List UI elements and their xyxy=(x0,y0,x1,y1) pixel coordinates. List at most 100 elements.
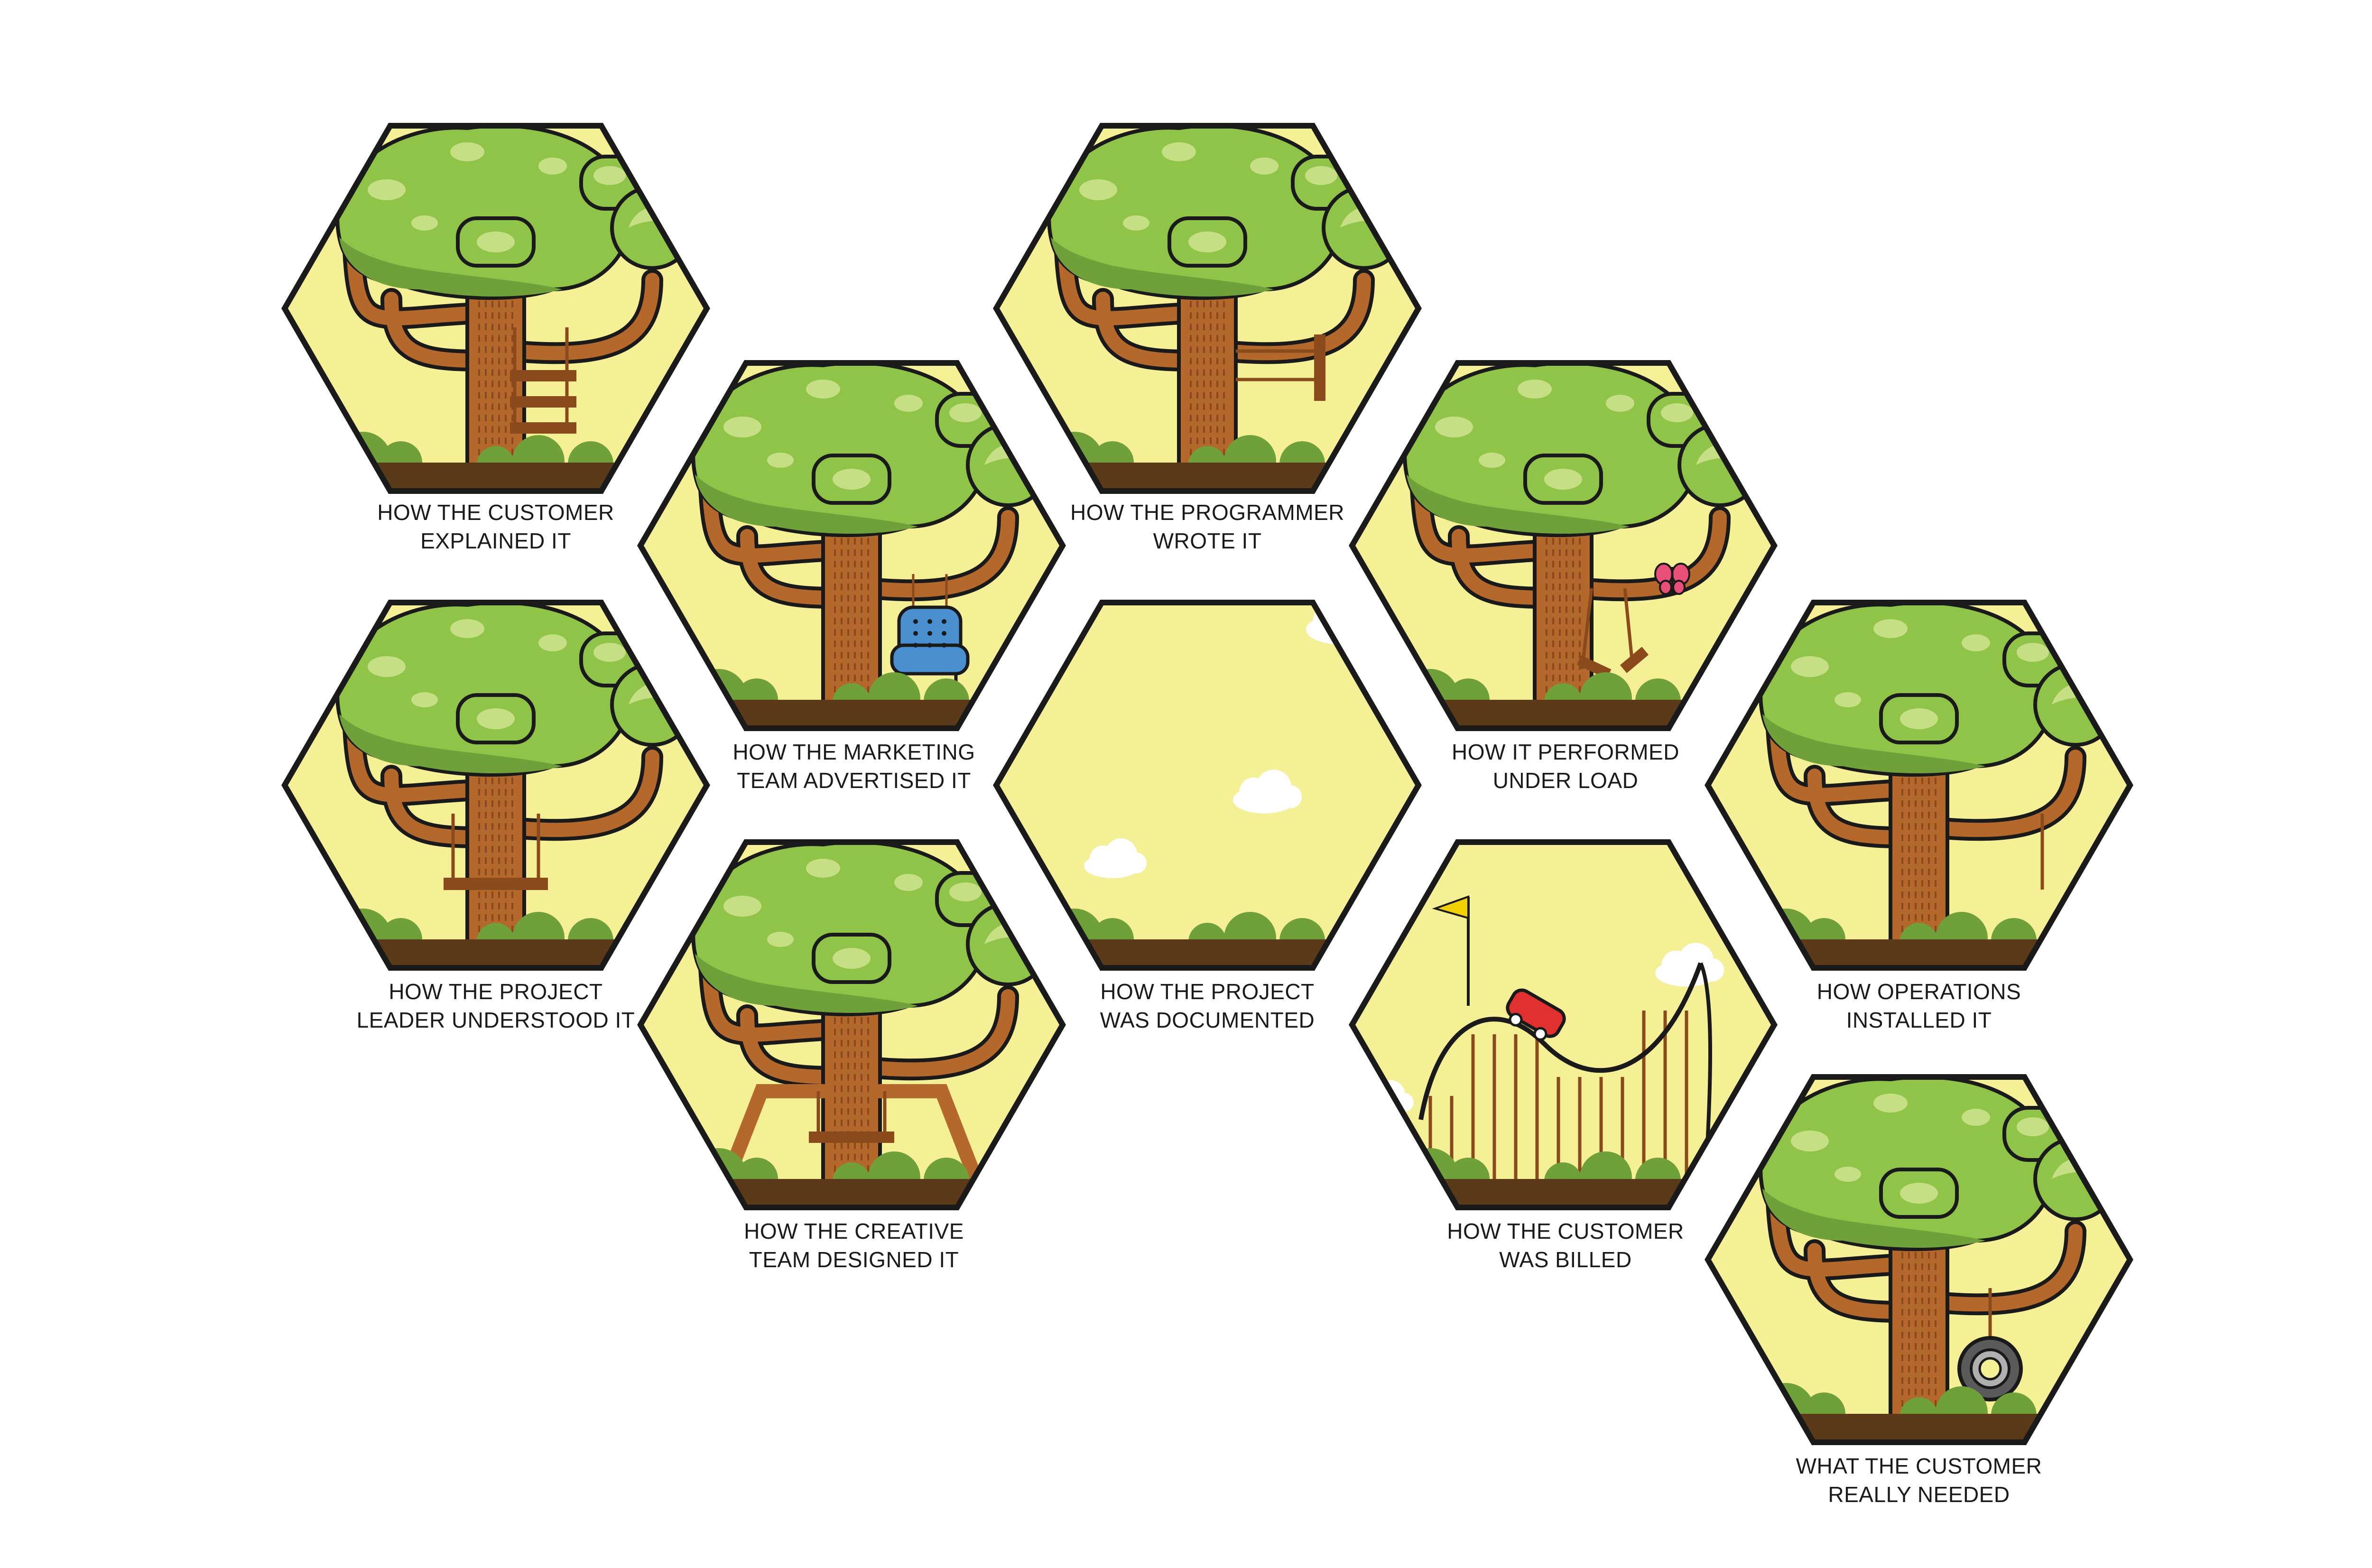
rope xyxy=(1580,588,1594,669)
caption-customer-explained: HOW THE CUSTOMER EXPLAINED IT xyxy=(315,498,676,555)
cloud-icon xyxy=(1306,603,1381,645)
leaf-blob xyxy=(1835,692,1861,707)
trunk xyxy=(1533,515,1594,709)
caption-performed-under-load: HOW IT PERFORMED UNDER LOAD xyxy=(1385,738,1746,795)
ground xyxy=(1708,939,2130,968)
ground xyxy=(640,1179,1063,1207)
leaf-cluster-right xyxy=(966,423,1050,507)
leaf-blob xyxy=(1791,656,1829,677)
caption-line: HOW IT PERFORMED xyxy=(1452,740,1679,764)
leaf-blob xyxy=(1873,619,1908,638)
caption-line: HOW THE CREATIVE xyxy=(744,1219,964,1243)
trunk-body xyxy=(1889,1229,1949,1423)
swing-seat xyxy=(510,370,576,381)
ground xyxy=(640,700,1063,728)
canopy-shade xyxy=(695,954,918,1013)
canopy-shade xyxy=(339,714,562,773)
caption-creative-designed: HOW THE CREATIVE TEAM DESIGNED IT xyxy=(674,1217,1034,1274)
caption-programmer-wrote: HOW THE PROGRAMMER WROTE IT xyxy=(1027,498,1388,555)
tire-icon xyxy=(1957,1336,2023,1401)
coaster-car-icon xyxy=(1506,988,1566,1041)
leaf-blob xyxy=(1962,634,1990,651)
panel-project-leader-understood xyxy=(281,600,710,971)
caption-line: HOW THE CUSTOMER xyxy=(1447,1219,1684,1243)
caption-line: HOW THE CUSTOMER xyxy=(377,500,614,525)
leaf-blob xyxy=(949,403,982,422)
rope xyxy=(1623,588,1634,660)
leaf-blob xyxy=(767,932,794,947)
leaf-blob xyxy=(833,469,871,490)
leaf-blob xyxy=(1835,1167,1861,1182)
canopy xyxy=(335,603,695,777)
trunk-body xyxy=(465,755,526,948)
leaf-blob xyxy=(1661,403,1693,422)
swing-seat xyxy=(510,422,576,434)
ground xyxy=(996,463,1418,491)
canopy-shade xyxy=(695,474,918,534)
leaf-blob xyxy=(2017,643,2049,662)
hexagon-border xyxy=(281,123,710,494)
leaf-blob xyxy=(411,692,438,707)
hexagon-border xyxy=(993,123,1422,494)
panel-operations-installed xyxy=(1705,600,2133,971)
caption-line: WAS DOCUMENTED xyxy=(1100,1008,1315,1032)
swing-seat-broken xyxy=(1620,647,1649,673)
leaf-blob xyxy=(368,179,406,200)
caption-line: WAS BILLED xyxy=(1499,1247,1632,1272)
leaf-blob xyxy=(806,380,840,399)
panel-performed-under-load xyxy=(1349,360,1778,731)
leaf-blob xyxy=(1900,708,1938,729)
leaf-blob xyxy=(411,215,438,231)
leaf-blob xyxy=(1962,1109,1990,1126)
canopy-shade xyxy=(339,237,562,297)
panel-scene xyxy=(996,126,1418,491)
leaf-blob xyxy=(1435,417,1473,437)
caption-project-leader-understood: HOW THE PROJECT LEADER UNDERSTOOD IT xyxy=(315,977,676,1034)
ground xyxy=(1352,700,1774,728)
panel-scene xyxy=(1708,1077,2130,1442)
chair-button xyxy=(927,643,932,648)
panel-scene xyxy=(285,603,707,968)
branches-fill xyxy=(1058,244,1371,368)
caption-line: TEAM DESIGNED IT xyxy=(749,1247,959,1272)
cloud-icon xyxy=(1233,770,1302,814)
hexagon-border xyxy=(1349,360,1778,731)
leaf-blob xyxy=(368,656,406,677)
chair-button xyxy=(942,631,946,636)
caption-line: WROTE IT xyxy=(1153,529,1262,553)
leaf-blob xyxy=(1188,232,1226,252)
leaf-blob xyxy=(1606,395,1634,412)
trunk-body xyxy=(1533,515,1594,709)
caption-line: TEAM ADVERTISED IT xyxy=(737,768,971,793)
caption-customer-needed: WHAT THE CUSTOMER REALLY NEEDED xyxy=(1739,1452,2099,1509)
panel-customer-billed xyxy=(1349,839,1778,1210)
panel-customer-needed xyxy=(1705,1074,2133,1445)
branches-fill xyxy=(1770,1196,2083,1319)
panel-scene xyxy=(640,363,1063,728)
ground xyxy=(1708,1414,2130,1442)
leaf-blob xyxy=(723,417,761,437)
leaf-blob xyxy=(723,896,761,917)
swing-seat xyxy=(444,878,548,890)
leaf-blob xyxy=(1544,469,1582,490)
branches-fill xyxy=(1414,482,1727,605)
leaf-blob xyxy=(806,859,840,878)
trunk xyxy=(821,994,882,1188)
trunk xyxy=(1177,278,1238,472)
leaf-blob xyxy=(593,166,626,185)
chair-button xyxy=(913,619,918,624)
chair-button xyxy=(927,619,932,624)
hexagon-border xyxy=(1705,1074,2133,1445)
leaf-blob xyxy=(477,232,515,252)
caption-line: REALLY NEEDED xyxy=(1828,1482,2010,1507)
leaf-blob xyxy=(450,142,484,161)
panel-scene xyxy=(1352,842,1774,1207)
leaf-blob xyxy=(1250,158,1279,175)
canopy-shade xyxy=(1762,714,1985,773)
sky xyxy=(996,603,1418,968)
caption-line: HOW THE PROJECT xyxy=(389,979,603,1004)
caption-line: UNDER LOAD xyxy=(1492,768,1639,793)
panel-marketing-advertised xyxy=(637,360,1066,731)
leaf-cluster-right xyxy=(1322,186,1406,270)
